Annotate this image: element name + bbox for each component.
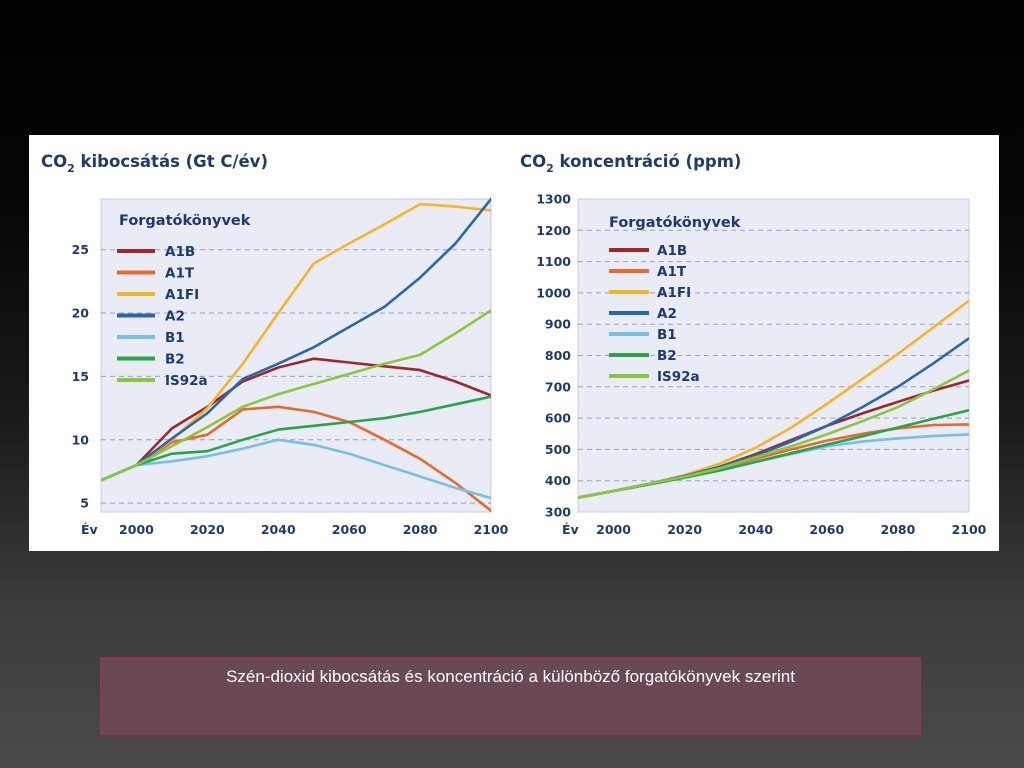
legend-label-is92a: IS92a bbox=[165, 373, 208, 389]
chart-1: CO2 kibocsátás (Gt C/év) 5 10 15 20 25 2000 202… bbox=[41, 152, 509, 537]
x-tick-label: 2080 bbox=[881, 522, 916, 537]
legend-label-a2: A2 bbox=[165, 309, 185, 325]
y-tick-label: 20 bbox=[72, 306, 90, 321]
chart-title: CO2 koncentráció (ppm) bbox=[520, 152, 741, 175]
y-tick-label: 10 bbox=[72, 432, 90, 447]
caption-box: Szén-dioxid kibocsátás és koncentráció a… bbox=[100, 657, 921, 735]
x-tick-label: 2040 bbox=[261, 522, 296, 537]
x-tick-label: 2100 bbox=[474, 522, 509, 537]
legend-label-b2: B2 bbox=[165, 352, 185, 368]
x-tick-label: 2000 bbox=[596, 522, 631, 537]
y-tick-label: 900 bbox=[545, 317, 571, 332]
series-line-is92a bbox=[578, 369, 969, 499]
series-group bbox=[101, 197, 491, 513]
legend-label-a1b: A1B bbox=[165, 244, 195, 260]
chart-title-subscript: 2 bbox=[67, 162, 75, 175]
y-tick-label: 1000 bbox=[536, 285, 571, 300]
series-line-a2 bbox=[101, 197, 491, 482]
x-tick-label: 2080 bbox=[403, 522, 438, 537]
x-tick-label: 2100 bbox=[952, 522, 987, 537]
chart-title-part: CO bbox=[41, 152, 67, 171]
legend-title: Forgatókönyvek bbox=[609, 215, 741, 231]
legend-label-a1fi: A1FI bbox=[657, 285, 691, 301]
series-line-b1 bbox=[101, 438, 491, 500]
chart-title-part: kibocsátás (Gt C/év) bbox=[75, 152, 268, 171]
series-line-is92a bbox=[101, 309, 491, 482]
caption: Szén-dioxid kibocsátás és koncentráció a… bbox=[226, 667, 795, 686]
y-tick-label: 1100 bbox=[536, 254, 571, 269]
y-tick-label: 1300 bbox=[536, 192, 571, 207]
x-tick-label: 2040 bbox=[738, 522, 773, 537]
x-tick-label: 2060 bbox=[809, 522, 844, 537]
y-tick-label: 700 bbox=[545, 379, 571, 394]
legend-label-a1b: A1B bbox=[657, 243, 687, 259]
chart-2: CO2 koncentráció (ppm) 300 400 500 600 700 800… bbox=[520, 152, 987, 537]
y-tick-label: 500 bbox=[545, 442, 571, 457]
y-tick-label: 600 bbox=[545, 411, 571, 426]
series-line-a1b bbox=[101, 357, 491, 482]
x-axis-label: Év bbox=[81, 522, 98, 537]
y-tick-label: 1200 bbox=[536, 223, 571, 238]
y-tick-label: 300 bbox=[545, 505, 571, 520]
x-tick-label: 2000 bbox=[119, 522, 154, 537]
x-tick-label: 2020 bbox=[190, 522, 225, 537]
y-tick-label: 15 bbox=[72, 369, 89, 384]
y-tick-label: 5 bbox=[80, 496, 89, 511]
y-tick-label: 400 bbox=[545, 473, 571, 488]
chart-title-part: CO bbox=[520, 152, 546, 171]
legend-title: Forgatókönyvek bbox=[119, 213, 251, 229]
series-line-a1t bbox=[101, 405, 491, 513]
legend-label-b1: B1 bbox=[165, 330, 185, 346]
y-tick-label: 25 bbox=[72, 242, 89, 257]
x-tick-label: 2020 bbox=[667, 522, 702, 537]
legend-label-is92a: IS92a bbox=[657, 369, 700, 385]
chart-title-part: koncentráció (ppm) bbox=[554, 152, 742, 171]
legend-label-b2: B2 bbox=[657, 348, 677, 364]
x-tick-label: 2060 bbox=[332, 522, 367, 537]
x-axis-label: Év bbox=[562, 522, 579, 537]
series-group bbox=[578, 299, 969, 499]
chart-title: CO2 kibocsátás (Gt C/év) bbox=[41, 152, 268, 175]
legend-label-b1: B1 bbox=[657, 327, 677, 343]
legend-label-a1t: A1T bbox=[165, 266, 195, 282]
series-line-b2 bbox=[101, 395, 491, 482]
legend-label-a1t: A1T bbox=[657, 264, 687, 280]
y-tick-label: 800 bbox=[545, 348, 571, 363]
legend-label-a2: A2 bbox=[657, 306, 677, 322]
chart-title-subscript: 2 bbox=[546, 162, 554, 175]
figure-panel: CO2 kibocsátás (Gt C/év) 5 10 15 20 25 2000 202… bbox=[29, 135, 999, 551]
legend-label-a1fi: A1FI bbox=[165, 287, 199, 303]
